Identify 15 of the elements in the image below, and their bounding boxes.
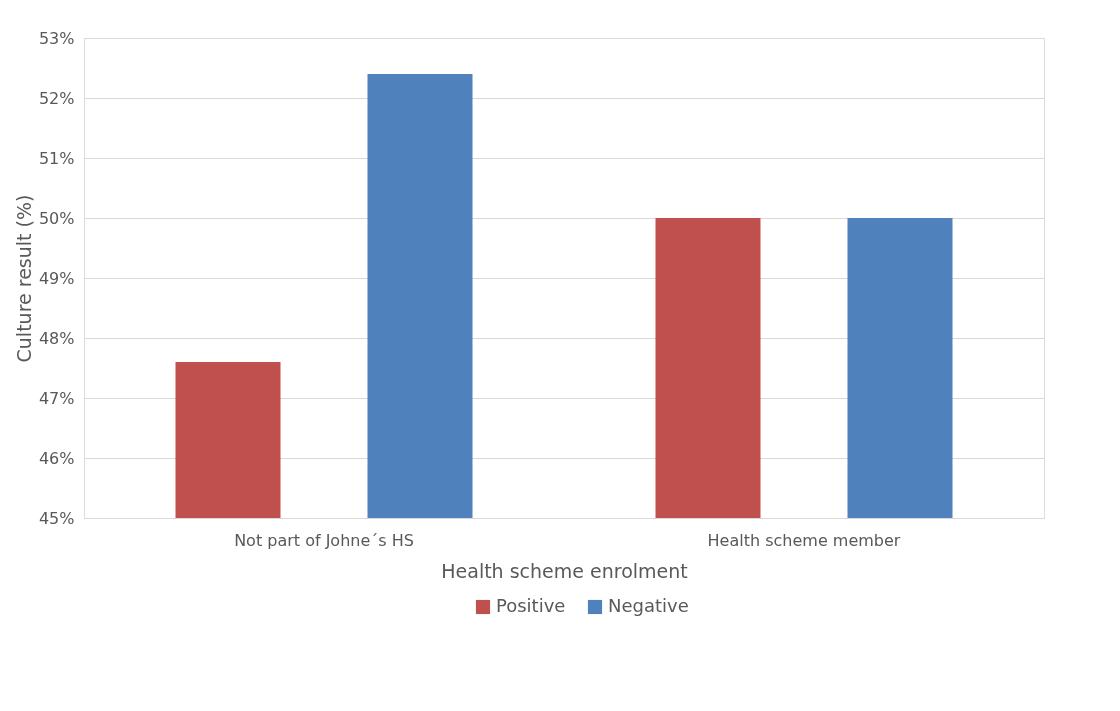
y-tick-label: 52% bbox=[38, 88, 75, 108]
y-tick-label: 53% bbox=[38, 28, 75, 48]
y-axis-title: Culture result (%) bbox=[12, 194, 35, 363]
legend-label: Negative bbox=[608, 595, 689, 616]
y-tick-label: 45% bbox=[38, 508, 75, 528]
y-tick-label: 50% bbox=[38, 208, 75, 228]
y-tick-label: 48% bbox=[38, 328, 75, 348]
x-axis-title: Health scheme enrolment bbox=[441, 559, 688, 582]
y-tick-label: 47% bbox=[38, 388, 75, 408]
x-tick-label: Not part of Johne´s HS bbox=[234, 530, 414, 550]
x-tick-label: Health scheme member bbox=[707, 530, 901, 550]
y-tick-label: 51% bbox=[38, 148, 75, 168]
y-tick-label: 46% bbox=[38, 448, 75, 468]
y-tick-label: 49% bbox=[38, 268, 75, 288]
legend-label: Positive bbox=[496, 595, 566, 616]
